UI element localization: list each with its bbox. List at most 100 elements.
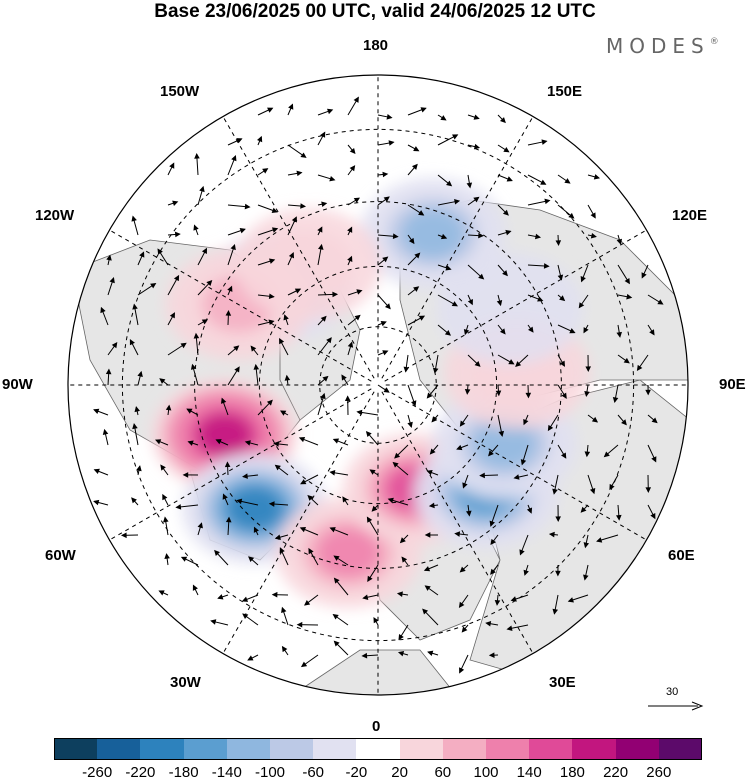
wind-arrowhead [356,289,363,295]
wind-arrowhead [555,516,561,523]
wind-arrowhead [488,652,495,658]
wind-arrowhead [459,667,465,674]
wind-arrowhead [463,328,470,336]
wind-arrowhead [279,547,285,554]
anomaly-contour [401,209,465,259]
wind-arrowhead [547,424,554,432]
lon-label-150e: 150E [547,83,583,100]
wind-arrowhead [298,436,306,443]
wind-arrowhead [520,459,527,466]
wind-arrowhead [403,366,410,373]
wind-arrowhead [304,599,311,606]
colorbar-tick-label: -100 [254,764,286,781]
wind-arrowhead [268,319,275,326]
meridian-line [384,388,647,541]
brand-mark: ® [709,37,719,47]
wind-arrowhead [361,652,368,659]
wind-arrowhead [392,233,399,240]
wind-arrowhead [93,468,100,474]
colorbar-tick-label: 260 [646,764,672,781]
latitude-circle [121,128,635,642]
colorbar-swatch [356,738,400,760]
wind-arrowhead [300,661,308,668]
wind-arrowhead [333,640,340,647]
wind-arrowhead [478,273,485,280]
wind-arrowhead [139,251,145,258]
wind-arrowhead [589,488,596,495]
wind-arrowhead [296,621,303,628]
wind-arrowhead [382,256,389,263]
wind-arrowhead [247,655,254,661]
wind-arrowhead [485,621,492,627]
wind-arrowhead [236,498,243,505]
wind-arrowhead [609,483,615,491]
wind-arrowhead [454,199,461,205]
colorbar-swatch [486,738,530,760]
wind-arrowhead [543,263,550,269]
wind-arrowhead [210,619,217,625]
wind-arrowhead [584,391,590,397]
wind-arrowhead [578,302,585,309]
wind-arrowhead [281,645,288,653]
wind-arrowhead [242,473,248,479]
wind-arrowhead [651,456,657,463]
colorbar [54,738,703,760]
wind-arrowhead [464,388,471,395]
wind-arrowhead [132,423,138,430]
wind-arrowhead [534,233,542,240]
wind-arrowhead [371,505,378,512]
wind-arrowhead [548,531,555,538]
reference-arrow [648,701,704,711]
wind-arrowhead [505,229,512,236]
lon-label-0: 0 [372,718,381,735]
wind-arrowhead [214,549,220,556]
wind-arrowhead [356,409,363,416]
wind-arrowhead [283,314,289,321]
wind-arrowhead [474,360,481,367]
lon-label-120e: 120E [672,207,708,224]
wind-arrowhead [466,510,472,517]
wind-arrowhead [180,342,187,349]
wind-arrowhead [157,248,163,255]
colorbar-tick-label: 180 [559,764,585,781]
brand-text: MODES [606,34,710,58]
wind-arrowhead [621,419,627,426]
wind-arrowhead [490,568,496,575]
wind-arrowhead [353,197,361,203]
latitude-circle [194,201,562,569]
wind-arrowhead [321,201,328,207]
wind-arrowhead [347,341,354,348]
wind-arrowhead [623,357,630,364]
wind-arrowhead [230,243,236,251]
wind-arrowhead [503,146,510,153]
wind-arrowhead [327,108,334,115]
wind-arrowhead [165,404,172,411]
meridian-line [222,391,375,654]
wind-arrowhead [268,501,275,507]
lon-label-150w: 150W [160,83,200,100]
meridian-line [381,391,534,654]
wind-arrowhead [329,470,336,476]
polar-map[interactable] [0,0,750,735]
wind-arrowhead [596,537,603,543]
wind-arrowhead [344,395,351,402]
colorbar-swatch [442,738,487,760]
wind-arrowhead [332,291,339,298]
wind-arrowhead [244,440,251,446]
wind-arrowhead [382,171,389,178]
wind-arrowhead [386,114,393,120]
colorbar-swatch [658,738,703,760]
wind-arrowhead [490,538,497,546]
wind-arrowhead [552,608,559,615]
modes-logo: MODES® [606,34,719,58]
wind-arrowhead [452,134,459,140]
colorbar-labels: -260 -220 -180 -140 -100 -60 -20 20 60 100 140 180 2… [54,764,702,782]
anomaly-contour [197,413,252,456]
lon-label-90w: 90W [2,376,33,393]
wind-arrowhead [499,117,506,124]
wind-arrowhead [215,439,222,445]
colorbar-swatch [270,738,314,760]
wind-arrowhead [105,368,112,375]
colorbar-swatch [572,738,616,760]
wind-arrowhead [347,255,353,263]
